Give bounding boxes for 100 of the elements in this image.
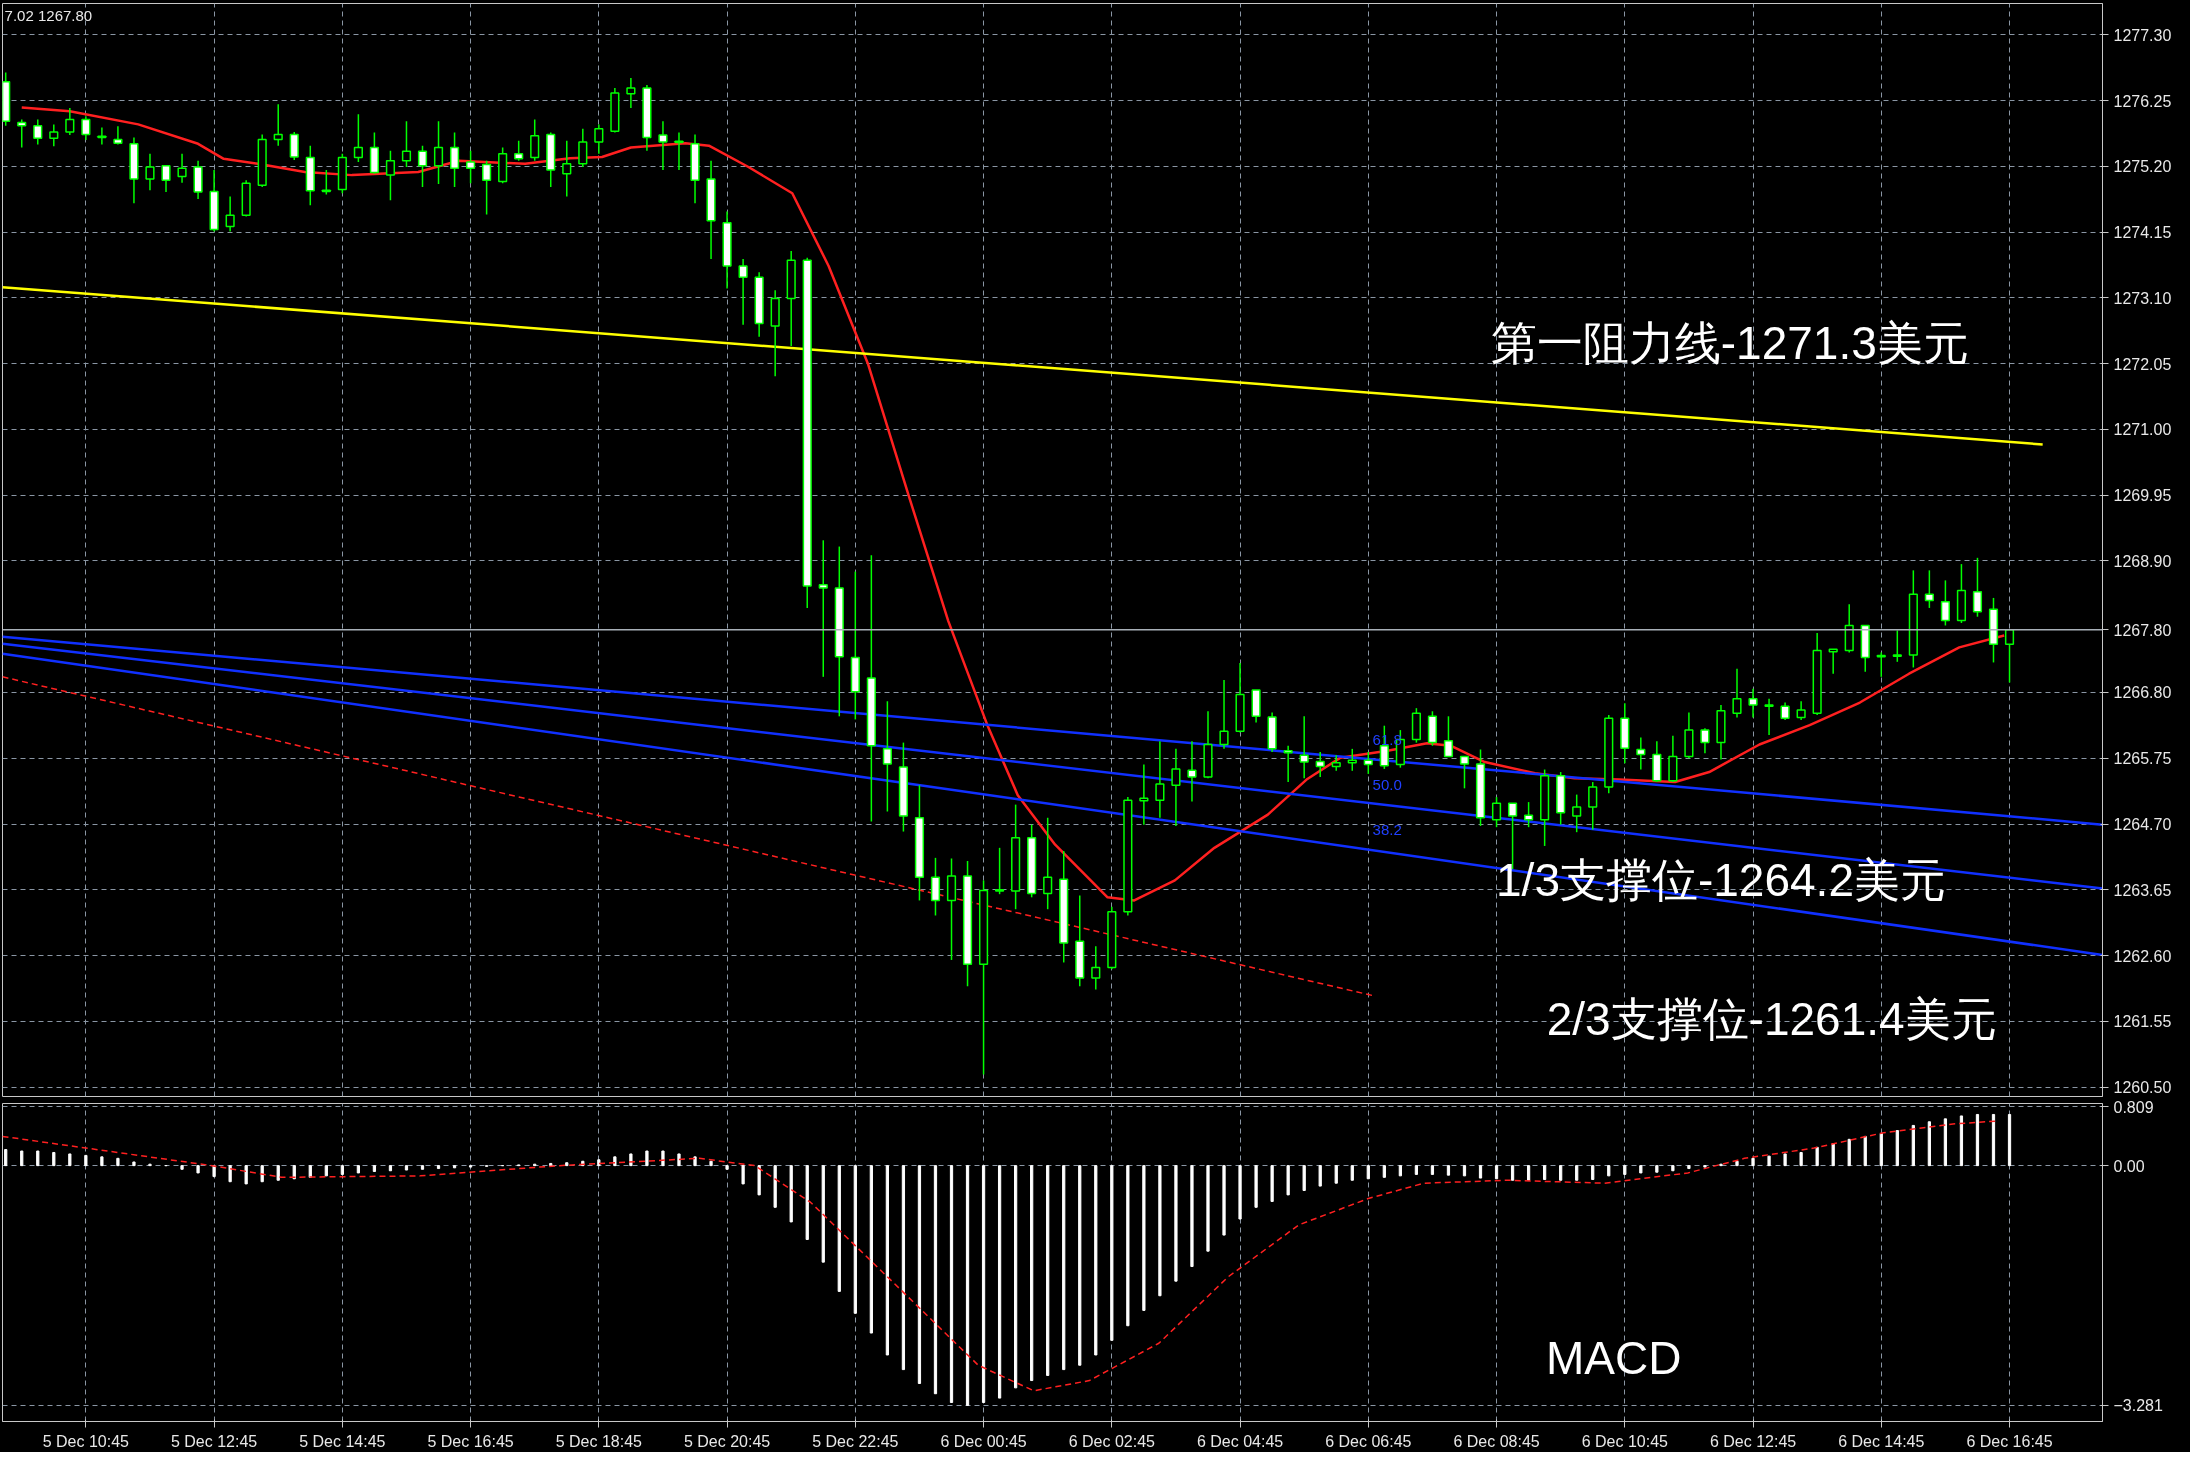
bar bbox=[100, 1156, 104, 1167]
candlestick bbox=[1764, 698, 1774, 736]
bar bbox=[420, 1165, 425, 1170]
bar bbox=[404, 1165, 409, 1171]
bar bbox=[1382, 1165, 1386, 1178]
bar bbox=[1767, 1155, 1771, 1167]
bar bbox=[372, 1165, 377, 1172]
bar bbox=[1815, 1146, 1819, 1167]
candlestick bbox=[658, 120, 668, 171]
bar bbox=[565, 1162, 569, 1167]
bar bbox=[1190, 1165, 1194, 1268]
x-tick-label: 5 Dec 22:45 bbox=[812, 1432, 899, 1450]
candlestick bbox=[1588, 781, 1598, 831]
bar bbox=[1142, 1165, 1146, 1311]
candlestick bbox=[1828, 648, 1838, 675]
bar bbox=[1414, 1165, 1419, 1175]
bar bbox=[196, 1165, 200, 1174]
bar bbox=[1799, 1151, 1803, 1167]
candlestick bbox=[1732, 667, 1742, 719]
bar bbox=[2007, 1113, 2012, 1167]
bar bbox=[1366, 1165, 1370, 1180]
candlestick bbox=[578, 128, 588, 168]
bar bbox=[1222, 1165, 1226, 1236]
x-tick-label: 6 Dec 02:45 bbox=[1068, 1432, 1156, 1450]
candlestick bbox=[626, 77, 636, 109]
candlestick bbox=[145, 153, 155, 191]
bar bbox=[1126, 1165, 1130, 1327]
bar bbox=[180, 1165, 184, 1170]
x-tick-label: 6 Dec 04:45 bbox=[1196, 1432, 1284, 1450]
bar bbox=[645, 1150, 649, 1167]
bar bbox=[965, 1165, 970, 1406]
candlestick bbox=[1700, 727, 1710, 754]
y-tick-label: −3.281 bbox=[2113, 1397, 2163, 1415]
bar bbox=[1078, 1165, 1082, 1366]
bar bbox=[116, 1157, 120, 1167]
bar bbox=[84, 1154, 88, 1167]
candlestick bbox=[417, 144, 428, 188]
bar bbox=[709, 1160, 713, 1167]
bar bbox=[1783, 1153, 1787, 1167]
annotation: 50.0 bbox=[1372, 775, 1402, 793]
bar bbox=[1735, 1160, 1739, 1167]
bar bbox=[1559, 1165, 1563, 1181]
bar bbox=[1110, 1165, 1114, 1341]
bar bbox=[20, 1150, 24, 1167]
candlestick bbox=[1443, 715, 1454, 758]
bar bbox=[1254, 1165, 1258, 1208]
y-tick-label: 1277.30 bbox=[2113, 26, 2172, 44]
candlestick bbox=[1139, 763, 1149, 826]
bar bbox=[1607, 1165, 1611, 1177]
x-tick-label: 6 Dec 14:45 bbox=[1838, 1432, 1925, 1450]
candlestick bbox=[65, 107, 75, 136]
bar bbox=[1046, 1165, 1050, 1376]
bar bbox=[1238, 1165, 1242, 1220]
candlestick bbox=[1636, 736, 1646, 771]
annotation: 2/3支撑位-1261.4美元 bbox=[1546, 993, 1997, 1046]
bar bbox=[4, 1149, 8, 1167]
bar bbox=[725, 1165, 729, 1170]
candlestick bbox=[995, 847, 1005, 895]
bar bbox=[1591, 1165, 1595, 1181]
candlestick bbox=[353, 113, 363, 163]
bar bbox=[244, 1165, 248, 1185]
x-tick-label: 6 Dec 16:45 bbox=[1966, 1432, 2053, 1450]
bar bbox=[613, 1156, 617, 1167]
candlestick bbox=[514, 139, 524, 162]
candlestick bbox=[289, 131, 299, 161]
candlestick bbox=[1972, 557, 1983, 618]
bar bbox=[1687, 1165, 1691, 1170]
candlestick bbox=[17, 118, 27, 149]
bar bbox=[1991, 1113, 1996, 1167]
bar bbox=[1334, 1165, 1338, 1184]
candlestick bbox=[1219, 679, 1229, 750]
bar bbox=[1751, 1157, 1755, 1167]
bar bbox=[597, 1159, 601, 1167]
bar bbox=[1510, 1165, 1515, 1181]
candlestick bbox=[1459, 755, 1470, 790]
bar bbox=[452, 1165, 457, 1169]
x-tick-label: 5 Dec 18:45 bbox=[555, 1432, 643, 1450]
candlestick bbox=[1171, 748, 1181, 827]
x-tick-label: 5 Dec 16:45 bbox=[427, 1432, 514, 1450]
bar bbox=[1302, 1165, 1306, 1191]
y-tick-label: 1271.00 bbox=[2113, 421, 2172, 439]
bar bbox=[1270, 1165, 1274, 1202]
x-tick-label: 5 Dec 14:45 bbox=[299, 1432, 386, 1450]
bar bbox=[68, 1153, 72, 1167]
y-tick-label: 1264.70 bbox=[2113, 816, 2172, 834]
candlestick bbox=[482, 159, 492, 216]
x-tick-label: 6 Dec 06:45 bbox=[1325, 1432, 1412, 1450]
bar bbox=[1318, 1165, 1322, 1187]
candlestick bbox=[225, 195, 235, 233]
bar bbox=[821, 1165, 825, 1263]
bar bbox=[757, 1165, 761, 1196]
candlestick bbox=[738, 258, 748, 326]
bar bbox=[1895, 1130, 1899, 1167]
bar bbox=[1014, 1165, 1018, 1389]
bar bbox=[1623, 1165, 1627, 1175]
bar bbox=[388, 1165, 393, 1172]
ref-line-label: 1267.80 bbox=[2113, 621, 2172, 639]
candlestick bbox=[1155, 740, 1165, 819]
candlestick bbox=[321, 169, 331, 196]
candlestick bbox=[1187, 740, 1197, 803]
